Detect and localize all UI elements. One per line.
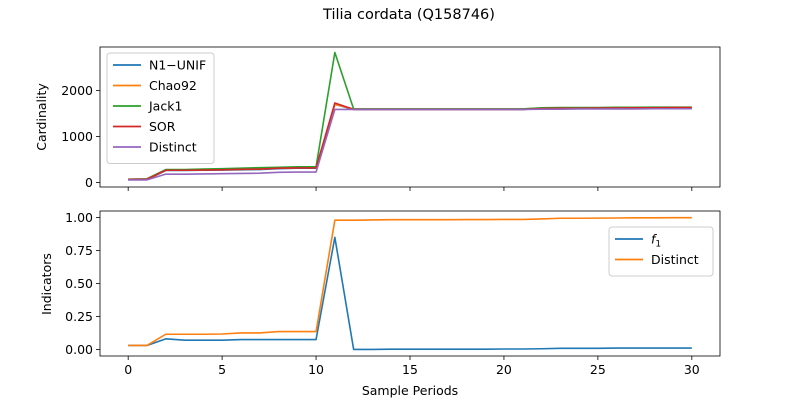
bottom-series-lines (128, 216, 692, 351)
top-legend-label: Chao92 (149, 78, 197, 93)
bottom-y-tick-label: 0.25 (65, 309, 93, 324)
bottom-x-tick-label: 25 (590, 362, 606, 377)
figure-title: Tilia cordata (Q158746) (322, 7, 495, 23)
top-chart-panel: 0 1000 2000 Cardinality N1−UNIF Chao92 Jack1… (34, 46, 721, 191)
top-legend-label: Jack1 (148, 99, 182, 114)
bottom-legend-label: Distinct (651, 252, 699, 267)
top-legend: N1−UNIF Chao92 Jack1 SOR Distinct (106, 52, 215, 164)
top-y-ticks: 0 1000 2000 (61, 83, 100, 190)
top-y-tick-label: 0 (85, 175, 93, 190)
bottom-x-tick-label: 0 (124, 362, 132, 377)
bottom-x-ticks: 0 5 10 15 20 25 30 (124, 356, 700, 377)
bottom-chart-panel: 0.00 0.25 0.50 0.75 1.00 0 5 10 15 20 25 30 Indica… (39, 210, 721, 398)
bottom-legend: f1 Distinct (608, 226, 714, 277)
bottom-legend-label: f1 (651, 232, 661, 250)
bottom-x-tick-label: 5 (218, 362, 226, 377)
bottom-y-tick-label: 0.50 (65, 276, 93, 291)
top-legend-label: SOR (149, 119, 176, 134)
bottom-x-tick-label: 20 (496, 362, 512, 377)
bottom-y-tick-label: 1.00 (65, 210, 93, 225)
bottom-series-line-1 (128, 216, 692, 347)
top-series-line-4 (128, 107, 692, 181)
top-legend-box (106, 52, 215, 164)
top-legend-label: N1−UNIF (149, 58, 206, 73)
bottom-x-tick-label: 10 (308, 362, 324, 377)
top-y-axis-label: Cardinality (34, 83, 49, 151)
top-y-tick-label: 2000 (61, 83, 93, 98)
top-x-ticks (127, 187, 693, 191)
bottom-y-tick-label: 0.00 (65, 342, 93, 357)
bottom-series-line-0 (128, 236, 692, 351)
bottom-x-tick-label: 30 (684, 362, 700, 377)
bottom-y-tick-label: 0.75 (65, 243, 93, 258)
top-legend-label: Distinct (149, 140, 197, 155)
top-y-tick-label: 1000 (61, 129, 93, 144)
top-series-lines (128, 51, 692, 181)
bottom-y-axis-label: Indicators (39, 253, 54, 315)
x-axis-label: Sample Periods (362, 383, 458, 398)
bottom-x-tick-label: 15 (402, 362, 418, 377)
bottom-y-ticks: 0.00 0.25 0.50 0.75 1.00 (65, 210, 100, 357)
